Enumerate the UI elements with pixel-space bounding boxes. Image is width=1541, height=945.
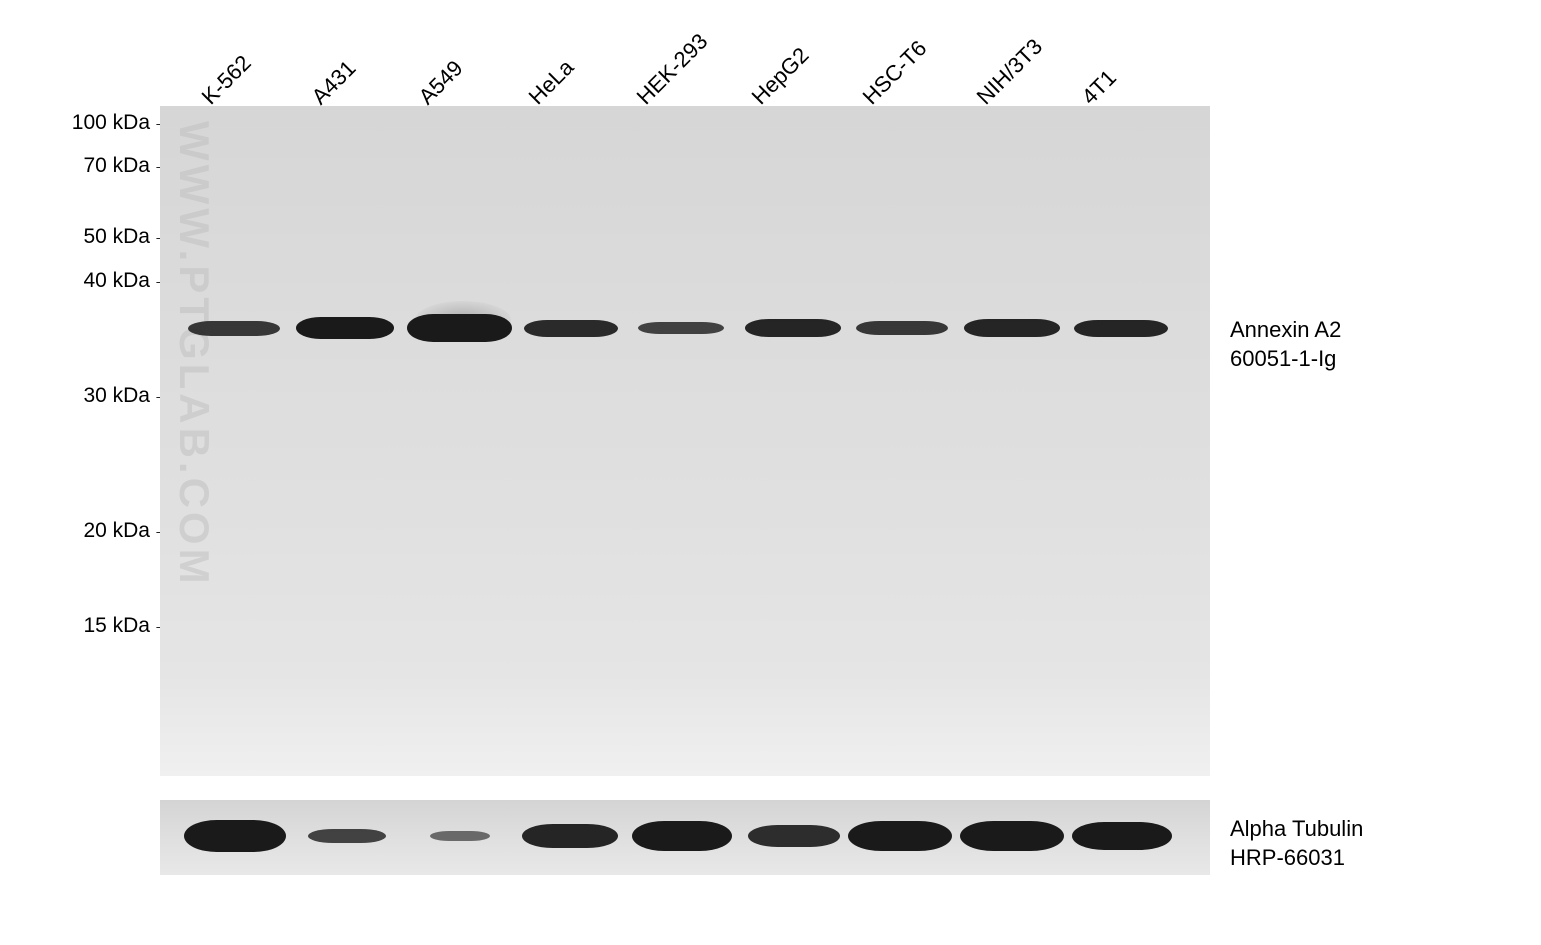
loading-band xyxy=(1072,822,1172,850)
antibody-name: Annexin A2 xyxy=(1230,316,1341,345)
protein-band xyxy=(524,320,618,337)
lane-label: HepG2 xyxy=(747,42,815,110)
mw-label: 15 kDa xyxy=(30,614,150,638)
loading-band xyxy=(960,821,1064,851)
mw-label: 70 kDa xyxy=(30,154,150,178)
lane-labels-row: K-562 A431 A549 HeLa HEK-293 HepG2 HSC-T6 NIH/3… xyxy=(186,30,1196,110)
mw-label: 40 kDa xyxy=(30,269,150,293)
lane-label: K-562 xyxy=(197,50,257,110)
western-blot-figure: K-562 A431 A549 HeLa HEK-293 HepG2 HSC-T6 NIH/3… xyxy=(0,0,1541,945)
protein-band xyxy=(407,314,512,342)
protein-band xyxy=(856,321,948,335)
loading-band xyxy=(632,821,732,851)
protein-band xyxy=(638,322,724,334)
protein-band xyxy=(188,321,280,336)
lane-label: NIH/3T3 xyxy=(972,34,1048,110)
loading-band xyxy=(848,821,952,851)
mw-label: 50 kDa xyxy=(30,225,150,249)
protein-band xyxy=(296,317,394,339)
blot-background xyxy=(160,106,1210,776)
mw-label: 30 kDa xyxy=(30,384,150,408)
loading-band xyxy=(522,824,618,848)
antibody-catalog: 60051-1-Ig xyxy=(1230,345,1341,374)
mw-label: 20 kDa xyxy=(30,519,150,543)
loading-name: Alpha Tubulin xyxy=(1230,815,1363,844)
protein-band xyxy=(745,319,841,337)
loading-control-panel xyxy=(160,800,1210,875)
lane-label: HEK-293 xyxy=(632,28,714,110)
watermark-text: WWW.PTGLAB.COM xyxy=(170,121,218,588)
lane-label: A549 xyxy=(414,55,469,110)
protein-band xyxy=(964,319,1060,337)
loading-antibody-label: Alpha Tubulin HRP-66031 xyxy=(1230,815,1363,872)
mw-label: 100 kDa xyxy=(30,111,150,135)
lane-label: A431 xyxy=(307,55,362,110)
loading-catalog: HRP-66031 xyxy=(1230,844,1363,873)
loading-band xyxy=(184,820,286,852)
protein-band xyxy=(1074,320,1168,337)
primary-antibody-label: Annexin A2 60051-1-Ig xyxy=(1230,316,1341,373)
loading-band xyxy=(430,831,490,841)
lane-label: 4T1 xyxy=(1077,65,1122,110)
loading-band xyxy=(748,825,840,847)
loading-band xyxy=(308,829,386,843)
lane-label: HSC-T6 xyxy=(858,35,933,110)
main-blot-panel: WWW.PTGLAB.COM xyxy=(160,106,1210,776)
lane-label: HeLa xyxy=(524,54,580,110)
